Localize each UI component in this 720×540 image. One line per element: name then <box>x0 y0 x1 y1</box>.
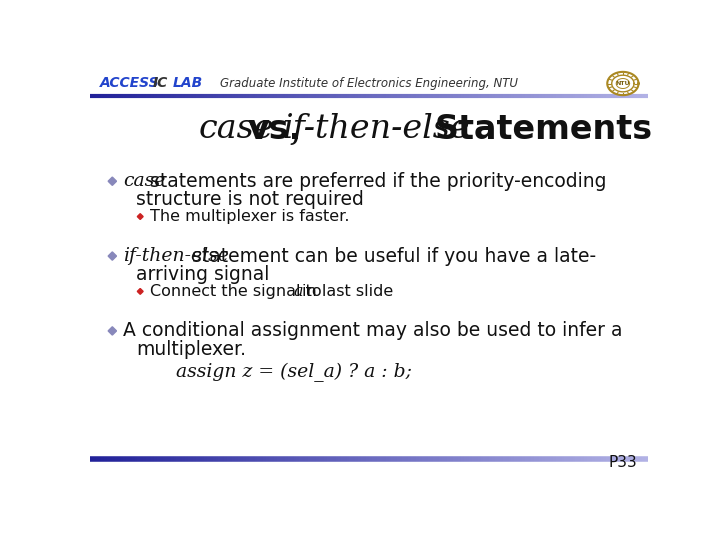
Text: statement can be useful if you have a late-: statement can be useful if you have a la… <box>192 247 596 266</box>
Text: vs.: vs. <box>248 113 302 146</box>
Text: P33: P33 <box>608 455 637 470</box>
Text: multiplexer.: multiplexer. <box>136 340 246 359</box>
Polygon shape <box>108 327 117 335</box>
Text: NTU: NTU <box>616 81 630 86</box>
Text: in last slide: in last slide <box>302 284 393 299</box>
Polygon shape <box>138 214 143 219</box>
Text: arriving signal: arriving signal <box>136 265 270 284</box>
Text: IC: IC <box>153 76 168 90</box>
Text: LAB: LAB <box>173 76 203 90</box>
Text: Graduate Institute of Electronics Engineering, NTU: Graduate Institute of Electronics Engine… <box>220 77 518 90</box>
Text: a: a <box>294 283 303 300</box>
Text: The multiplexer is faster.: The multiplexer is faster. <box>150 209 349 224</box>
Text: case: case <box>199 113 274 145</box>
Text: if-then-else: if-then-else <box>124 247 230 265</box>
Text: assign z = (sel_a) ? a : b;: assign z = (sel_a) ? a : b; <box>176 363 413 382</box>
Text: statements are preferred if the priority-encoding: statements are preferred if the priority… <box>150 172 606 191</box>
Text: structure is not required: structure is not required <box>136 191 364 210</box>
Text: if-then-else: if-then-else <box>282 113 470 145</box>
Polygon shape <box>108 252 117 260</box>
Text: Connect the signal to: Connect the signal to <box>150 284 326 299</box>
Text: Statements: Statements <box>435 113 653 146</box>
Polygon shape <box>108 177 117 185</box>
Text: ACCESS: ACCESS <box>100 76 160 90</box>
Polygon shape <box>138 288 143 294</box>
Text: A conditional assignment may also be used to infer a: A conditional assignment may also be use… <box>124 321 623 340</box>
Text: case: case <box>124 172 166 190</box>
